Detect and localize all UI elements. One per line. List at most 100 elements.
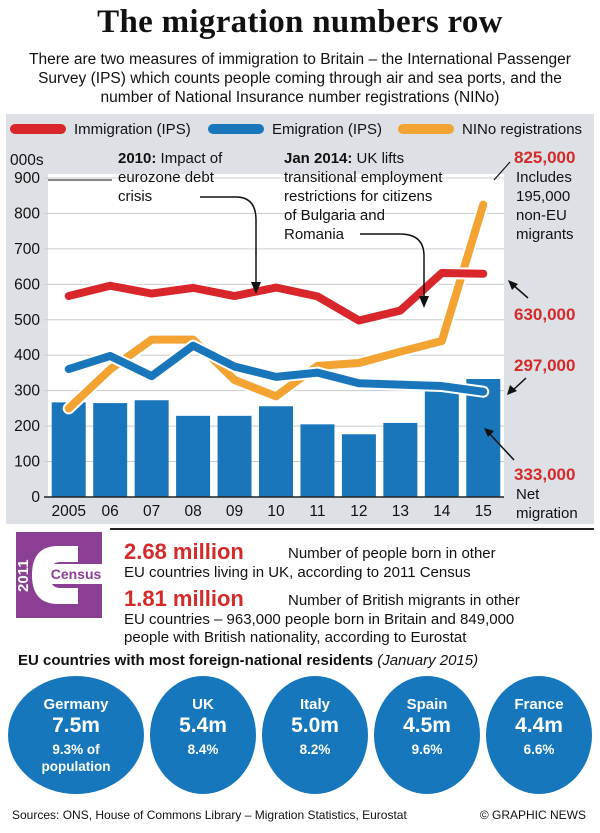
- emigration-value-callout: 297,000: [514, 356, 575, 375]
- y-tick-label: 600: [14, 276, 40, 293]
- net-callout-arrowhead: [484, 428, 494, 437]
- annotation-2010-line3: crisis: [118, 188, 152, 205]
- annotation-2014-arrowhead: [419, 296, 429, 308]
- separator-line: [110, 528, 594, 530]
- eu-country-pct: 6.6%: [523, 742, 555, 757]
- net-migration-bar: [341, 434, 376, 497]
- x-tick-label: 11: [309, 503, 325, 520]
- legend-item-immigration: Immigration (IPS): [10, 118, 191, 142]
- legend-swatch-emigration: [208, 123, 264, 134]
- x-tick-label: 15: [475, 503, 492, 520]
- annotation-2010-arrowhead: [251, 282, 261, 294]
- eu-country-value: 5.0m: [291, 714, 339, 737]
- annotation-2010-pointer: [200, 196, 257, 288]
- stat-eurostat-text-c: people with British nationality, accordi…: [124, 629, 467, 646]
- legend-swatch-nino: [398, 123, 454, 134]
- stat-census-text-b: EU countries living in UK, according to …: [124, 564, 471, 581]
- stat-census-text-a: Number of people born in other: [288, 545, 496, 562]
- annotation-2014-line4: of Bulgaria and: [284, 207, 385, 224]
- legend-swatch-immigration: [10, 123, 66, 134]
- x-tick-label: 07: [143, 503, 160, 520]
- x-tick-label: 09: [226, 503, 243, 520]
- stat-eurostat-text-b: EU countries – 963,000 people born in Br…: [124, 611, 515, 628]
- annotation-2014-line5: Romania: [284, 226, 345, 243]
- eu-country-value: 5.4m: [179, 714, 227, 737]
- eu-country-name: France: [514, 696, 564, 713]
- eu-country-value: 4.5m: [403, 714, 451, 737]
- y-tick-label: 200: [14, 418, 40, 435]
- census-2011-logo: Census 2011: [14, 530, 104, 620]
- page-title: The migration numbers row: [97, 4, 503, 40]
- net-migration-label-line2: migration: [516, 505, 578, 522]
- sources-text: Sources: ONS, House of Commons Library –…: [12, 808, 407, 822]
- y-tick-label: 700: [14, 241, 40, 258]
- eu-circle-uk: UK 5.4m 8.4%: [150, 676, 256, 794]
- emigration-line: [64, 341, 488, 396]
- eu-title-date: (January 2015): [377, 652, 479, 669]
- credit-text: © GRAPHIC NEWS: [479, 808, 586, 822]
- eu-country-name: Spain: [406, 696, 448, 713]
- net-migration-bar: [383, 422, 418, 497]
- net-migration-bar: [424, 390, 459, 497]
- eu-circle-spain: Spain 4.5m 9.6%: [374, 676, 480, 794]
- net-migration-bar: [51, 402, 86, 497]
- net-migration-bar: [176, 415, 211, 497]
- net-migration-bar: [93, 403, 128, 497]
- x-tick-label: 2005: [51, 503, 85, 520]
- nino-note-line4: migrants: [516, 226, 574, 243]
- eu-country-value: 7.5m: [52, 714, 100, 737]
- net-migration-bar: [134, 400, 169, 497]
- nino-note-line2: 195,000: [516, 188, 570, 205]
- y-tick-label: 400: [14, 347, 40, 364]
- annotation-2014: Jan 2014: UK lifts: [284, 150, 404, 167]
- net-migration-bar: [466, 378, 501, 497]
- legend-label-emigration: Emigration (IPS): [272, 121, 383, 138]
- census-logo-word: Census: [51, 566, 102, 582]
- x-tick-label: 10: [267, 503, 285, 520]
- immigration-callout-arrowhead: [508, 280, 518, 290]
- annotation-2014-line3: restrictions for citizens: [284, 188, 432, 205]
- eu-country-pct: 9.6%: [411, 742, 443, 757]
- eu-country-name: Germany: [43, 696, 109, 713]
- stat-census-value: 2.68 million: [124, 539, 244, 564]
- y-tick-label: 500: [14, 312, 40, 329]
- legend-label-immigration: Immigration (IPS): [74, 121, 191, 138]
- immigration-value-callout: 630,000: [514, 305, 575, 324]
- stat-eurostat-text-a: Number of British migrants in other: [288, 592, 520, 609]
- eu-country-name: Italy: [299, 696, 330, 713]
- legend-item-nino: NINo registrations: [398, 118, 582, 142]
- y-tick-label: 300: [14, 383, 40, 400]
- net-callout-pointer: [487, 431, 515, 461]
- x-tick-label: 08: [184, 503, 201, 520]
- eu-country-pct: 8.4%: [187, 742, 219, 757]
- annotation-2010: 2010: Impact of: [118, 150, 223, 167]
- nino-value-callout: 825,000: [514, 148, 575, 167]
- eu-country-value: 4.4m: [515, 714, 563, 737]
- y-tick-label: 0: [31, 489, 40, 506]
- annotation-2014-pointer: [360, 233, 425, 302]
- annotation-2010-line2: eurozone debt: [118, 169, 215, 186]
- annotation-2014-line2: transitional employment: [284, 169, 443, 186]
- census-logo-year: 2011: [15, 559, 32, 592]
- eu-circle-italy: Italy 5.0m 8.2%: [262, 676, 368, 794]
- eu-section-title: EU countries with most foreign-national …: [18, 652, 478, 669]
- immigration-line: [64, 268, 488, 325]
- x-tick-label: 12: [350, 503, 367, 520]
- nino-note-line3: non-EU: [516, 207, 567, 224]
- net-migration-bar: [259, 406, 293, 497]
- net-migration-bar: [300, 424, 335, 497]
- nino-note-line1: Includes: [516, 169, 572, 186]
- eu-circle-germany: Germany 7.5m 9.3% of population: [8, 676, 144, 794]
- y-tick-label: 800: [14, 205, 40, 222]
- net-migration-bar: [217, 415, 252, 497]
- x-tick-label: 06: [102, 503, 119, 520]
- eu-circle-france: France 4.4m 6.6%: [486, 676, 592, 794]
- emigration-callout-arrowhead: [507, 385, 517, 395]
- eu-title-text: EU countries with most foreign-national …: [18, 652, 374, 669]
- legend-item-emigration: Emigration (IPS): [208, 118, 382, 142]
- net-migration-label-line1: Net: [516, 486, 540, 503]
- y-unit-label: 000s: [10, 152, 44, 169]
- y-tick-label: 100: [14, 454, 40, 471]
- stat-eurostat-value: 1.81 million: [124, 586, 244, 611]
